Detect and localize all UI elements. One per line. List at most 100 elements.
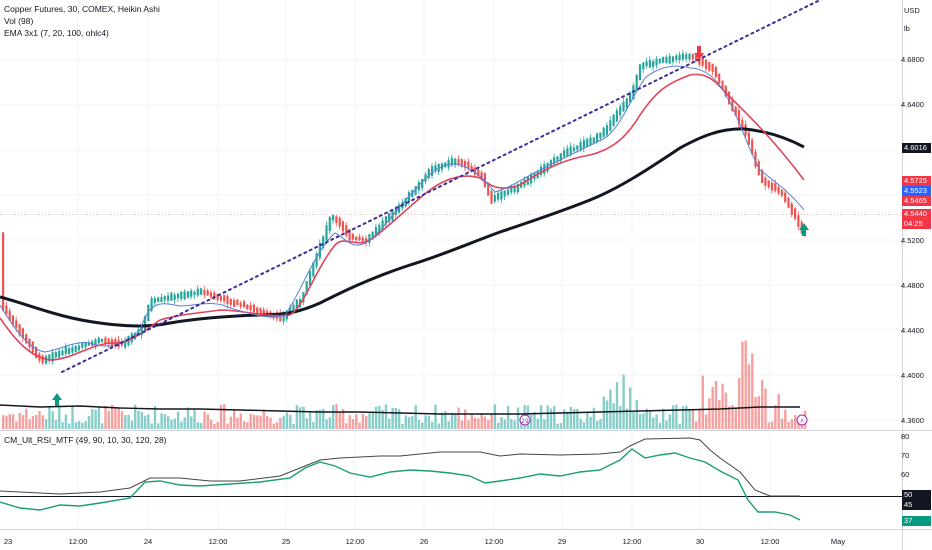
volume-bar [114,408,117,429]
price-tag-ema-mid: 4.5725 [902,176,931,186]
candle [262,309,265,316]
candle [143,316,147,332]
volume-bar [348,415,351,429]
currency-button[interactable]: USD [904,6,920,15]
volume-bar [143,415,147,429]
candle [279,312,282,322]
candle [787,197,790,208]
candle [619,106,622,116]
candle [734,106,737,116]
chart-title[interactable]: Copper Futures, 30, COMEX, Heikin Ashi [4,4,160,14]
candle [348,229,351,241]
volume-bar [101,423,104,429]
candle [546,162,549,172]
volume-bar [480,413,483,429]
candle [635,74,638,90]
candle [18,324,21,336]
volume-bar [761,379,764,429]
volume-bar [563,409,566,429]
volume-bar [391,408,394,429]
candle [556,156,559,162]
time-axis-label: 29 [557,537,567,546]
rsi-legend[interactable]: CM_Ult_RSI_MTF (49, 90, 10, 30, 120, 28) [4,435,167,445]
candle [361,237,364,241]
volume-bar [299,407,302,429]
volume-bar [279,417,282,429]
volume-bar [104,405,107,429]
volume-bar [450,412,454,429]
candle [203,289,206,296]
volume-bar [219,404,223,429]
candle [751,139,754,155]
volume-bar [447,421,450,429]
volume-bar [213,423,216,429]
volume-bar [97,406,101,429]
candle [467,161,470,169]
ema-legend[interactable]: EMA 3x1 (7, 20, 100, ohlc4) [4,28,109,38]
lightning-icon[interactable] [796,414,808,426]
candle [229,298,232,305]
candle [477,169,480,177]
volume-bar [440,412,444,429]
volume-bar [216,422,219,429]
candle [216,293,219,300]
volume-bar [714,380,718,429]
volume-bar [417,419,421,429]
candle [341,221,345,232]
candle [315,253,318,267]
candle [150,298,153,311]
volume-bar [777,394,780,429]
rsi-tag-45: 45 [902,500,931,510]
volume-bar [642,413,645,429]
candle [708,62,711,71]
candle [579,142,582,149]
candle [107,338,110,345]
candle [209,292,213,298]
candle [252,304,255,313]
volume-bar [130,420,134,429]
volume-bar [691,409,695,429]
volume-bar [592,407,596,429]
unit-button[interactable]: lb [904,24,910,33]
candle [414,186,417,195]
volume-bar [147,414,150,429]
candle [794,208,797,219]
candle [183,291,186,300]
time-axis-label: 23 [3,537,13,546]
volume-bar [767,422,770,429]
candle [407,192,411,203]
volume-bar [28,419,31,429]
volume-bar [193,408,196,429]
time-axis-label: 24 [143,537,153,546]
candles [2,50,807,366]
volume-bar [44,419,48,429]
volume-bar [470,414,473,429]
candle [104,337,107,344]
candle [572,147,576,152]
candle [77,345,81,351]
candle [780,190,783,196]
price-axis-label: 4.4800 [901,281,924,290]
volume-bar [262,409,266,429]
volume-bar [477,418,480,429]
volume-bar [473,417,477,429]
volume-bar [394,407,398,429]
volume-bar [51,411,54,429]
candle [464,160,467,168]
volume-bar [516,407,520,429]
volume-bar [282,415,285,429]
candle [378,224,381,234]
volume-bar [381,409,384,429]
dividend-icon[interactable] [519,414,531,426]
volume-bar [203,411,206,429]
candle [777,186,780,194]
candle [213,292,216,300]
volume-legend[interactable]: Vol (98) [4,16,34,26]
volume-bar [170,419,173,429]
volume-bar [605,400,609,429]
volume-bar [58,404,61,429]
volume-bar [711,387,714,429]
candle [790,203,793,215]
buy-arrow-icon [52,393,62,406]
